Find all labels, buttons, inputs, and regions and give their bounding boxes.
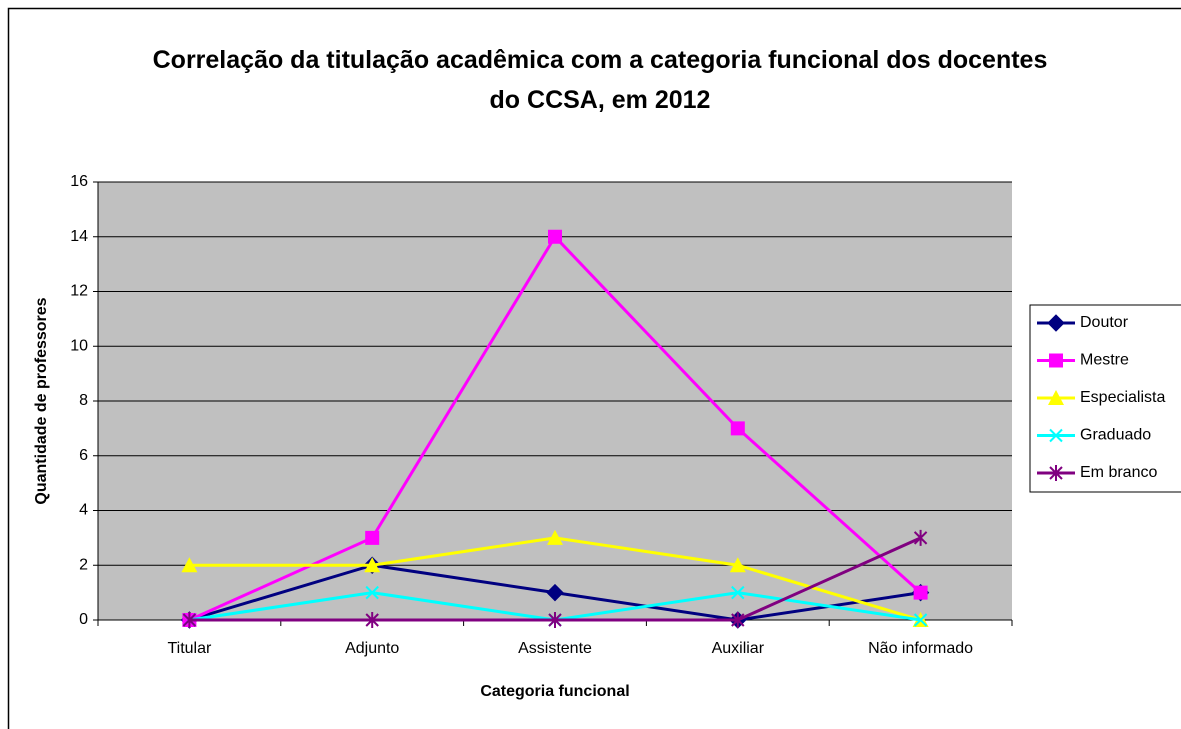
marker bbox=[913, 529, 928, 546]
marker bbox=[548, 229, 562, 244]
legend-label: Doutor bbox=[1080, 314, 1129, 331]
marker bbox=[731, 585, 745, 600]
marker bbox=[1049, 428, 1063, 443]
y-tick-label: 12 bbox=[70, 283, 88, 300]
legend-label: Mestre bbox=[1080, 352, 1129, 369]
marker bbox=[365, 585, 379, 600]
marker bbox=[1049, 353, 1063, 368]
y-tick-label: 10 bbox=[70, 337, 88, 354]
y-tick-label: 8 bbox=[79, 392, 88, 409]
marker bbox=[1047, 314, 1065, 332]
y-axis-label: Quantidade de professores bbox=[33, 297, 50, 504]
marker bbox=[1048, 390, 1064, 405]
marker bbox=[365, 530, 380, 545]
y-tick-label: 16 bbox=[70, 173, 88, 190]
marker bbox=[546, 583, 564, 602]
marker bbox=[729, 557, 746, 573]
x-tick-label: Assistente bbox=[518, 640, 592, 657]
y-tick-label: 4 bbox=[79, 502, 88, 519]
marker bbox=[365, 612, 379, 628]
x-tick-label: Adjunto bbox=[345, 640, 399, 657]
marker bbox=[730, 421, 745, 436]
legend-label: Em branco bbox=[1080, 464, 1157, 481]
legend-label: Especialista bbox=[1080, 389, 1165, 406]
marker bbox=[547, 529, 563, 545]
y-tick-label: 6 bbox=[79, 447, 88, 464]
marker bbox=[548, 612, 562, 628]
marker bbox=[1049, 465, 1063, 481]
legend bbox=[1029, 304, 1181, 493]
chart-frame bbox=[7, 7, 1181, 729]
marker bbox=[364, 557, 381, 573]
marker bbox=[181, 557, 198, 573]
x-tick-label: Auxiliar bbox=[712, 640, 765, 657]
x-axis-label: Categoria funcional bbox=[480, 683, 629, 700]
marker bbox=[913, 613, 928, 627]
x-tick-label: Não informado bbox=[868, 640, 973, 657]
marker bbox=[182, 612, 197, 628]
chart-title: Correlação da titulação acadêmica com a … bbox=[152, 46, 1048, 114]
marker bbox=[731, 612, 745, 628]
legend-label: Graduado bbox=[1080, 427, 1151, 444]
y-tick-label: 14 bbox=[70, 228, 88, 245]
x-tick-label: Titular bbox=[167, 640, 212, 657]
marker bbox=[913, 585, 928, 600]
y-tick-label: 0 bbox=[79, 611, 88, 628]
y-tick-label: 2 bbox=[79, 556, 88, 573]
